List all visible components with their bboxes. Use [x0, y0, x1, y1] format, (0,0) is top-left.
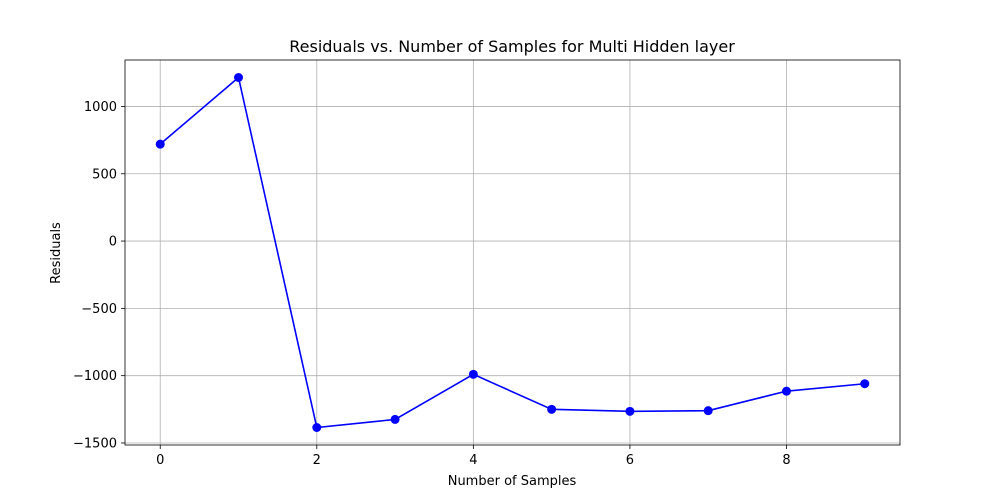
chart-title: Residuals vs. Number of Samples for Mult… — [289, 37, 735, 56]
y-tick-label-2: −500 — [81, 302, 117, 317]
data-point-7 — [703, 406, 713, 416]
x-axis-ticks: 0 2 4 6 8 — [156, 445, 791, 468]
y-tick-label-0: −1500 — [73, 436, 117, 451]
x-tick-label-1: 2 — [313, 453, 321, 468]
data-point-1 — [234, 73, 244, 82]
grid-lines — [125, 60, 900, 445]
data-point-4 — [468, 369, 478, 379]
data-point-9 — [860, 379, 870, 389]
y-tick-label-4: 500 — [92, 167, 117, 182]
x-tick-label-0: 0 — [156, 453, 164, 468]
x-tick-label-4: 8 — [782, 453, 790, 468]
axes-frame — [124, 59, 901, 446]
data-point-3 — [390, 414, 400, 424]
x-tick-label-3: 6 — [626, 453, 634, 468]
y-tick-label-5: 1000 — [84, 100, 117, 115]
data-point-2 — [312, 423, 322, 432]
x-axis-label: Number of Samples — [448, 474, 577, 489]
y-tick-label-1: −1000 — [73, 369, 117, 384]
data-point-5 — [547, 404, 557, 414]
data-point-0 — [155, 139, 165, 149]
plot-frame — [124, 59, 901, 446]
y-axis-ticks: −1500 −1000 −500 0 500 1000 — [73, 100, 125, 451]
series-group — [155, 73, 870, 432]
x-tick-label-2: 4 — [469, 453, 477, 468]
data-point-6 — [625, 406, 635, 416]
y-axis-label: Residuals — [49, 222, 64, 284]
series-line-0 — [159, 76, 865, 429]
y-tick-label-3: 0 — [109, 235, 117, 250]
data-point-8 — [781, 386, 791, 396]
